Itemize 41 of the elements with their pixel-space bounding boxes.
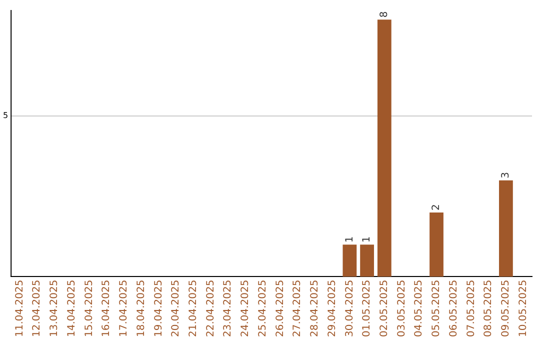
- x-tick-label: 17.04.2025: [118, 280, 130, 338]
- x-tick-label: 08.05.2025: [483, 280, 494, 338]
- bar: [499, 180, 513, 277]
- x-tick-label: 07.05.2025: [466, 280, 477, 338]
- x-tick-label: 02.05.2025: [379, 280, 390, 338]
- bar: [360, 244, 374, 277]
- data-label: 2: [431, 204, 442, 210]
- x-tick-label: 28.04.2025: [310, 280, 321, 338]
- x-tick-label: 27.04.2025: [292, 280, 304, 338]
- x-tick-label: 23.04.2025: [222, 280, 234, 338]
- x-tick-label: 21.04.2025: [188, 280, 199, 338]
- x-tick-label: 30.04.2025: [344, 280, 356, 338]
- x-tick-label: 11.04.2025: [14, 280, 26, 338]
- x-tick-label: 26.04.2025: [274, 280, 286, 338]
- x-tick-label: 25.04.2025: [257, 280, 268, 338]
- bar: [342, 244, 357, 277]
- x-tick-label: 06.05.2025: [448, 280, 460, 338]
- x-tick-label: 15.04.2025: [84, 280, 95, 338]
- x-tick-label: 13.04.2025: [49, 280, 60, 338]
- data-label: 1: [344, 236, 356, 243]
- x-tick-label: 20.04.2025: [170, 280, 182, 338]
- x-tick-label: 29.04.2025: [326, 280, 338, 338]
- y-tick-label: 5: [2, 111, 8, 120]
- x-tick-label: 24.04.2025: [240, 280, 252, 338]
- x-tick-label: 19.04.2025: [153, 280, 164, 338]
- x-tick-label: 04.05.2025: [414, 280, 425, 338]
- bar: [377, 20, 392, 277]
- data-label: 8: [379, 11, 390, 18]
- data-label: 3: [500, 172, 512, 178]
- x-tick-label: 05.05.2025: [431, 280, 442, 338]
- x-tick-label: 12.04.2025: [32, 280, 43, 338]
- data-label: 1: [362, 236, 373, 243]
- x-tick-label: 01.05.2025: [362, 280, 373, 338]
- x-tick-label: 10.05.2025: [518, 280, 529, 338]
- x-tick-label: 18.04.2025: [136, 280, 147, 338]
- x-tick-label: 09.05.2025: [500, 280, 512, 338]
- x-tick-label: 22.04.2025: [205, 280, 216, 338]
- x-tick-label: 03.05.2025: [396, 280, 408, 338]
- x-tick-label: 14.04.2025: [66, 280, 78, 338]
- x-tick-label: 16.04.2025: [101, 280, 112, 338]
- bar: [430, 212, 444, 277]
